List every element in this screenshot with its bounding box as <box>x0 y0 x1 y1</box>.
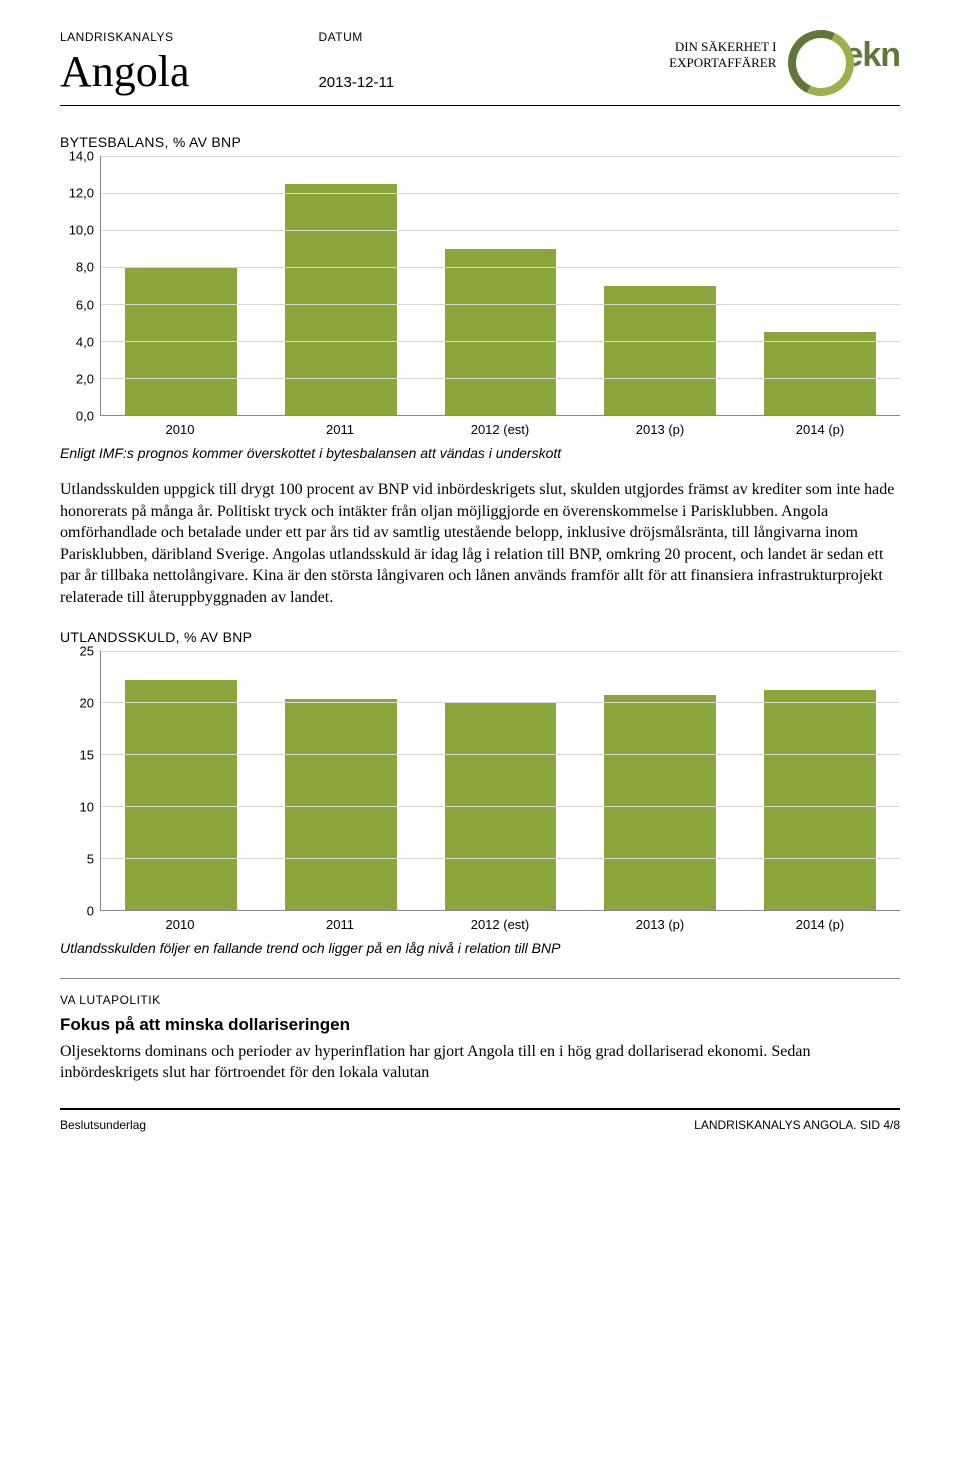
bar-slot <box>580 651 740 910</box>
y-tick-label: 4,0 <box>76 334 94 349</box>
y-tick-label: 15 <box>80 747 94 762</box>
gridline <box>101 230 900 231</box>
gridline <box>101 858 900 859</box>
gridline <box>101 754 900 755</box>
tagline-line1: DIN SÄKERHET I <box>669 39 776 55</box>
x-tick-label: 2011 <box>260 422 420 437</box>
chart1-caption: Enligt IMF:s prognos kommer överskottet … <box>60 445 900 461</box>
header-mid: DATUM 2013-12-11 <box>318 30 512 91</box>
chart2-y-labels: 0510152025 <box>60 651 100 911</box>
bar-slot <box>101 156 261 415</box>
tagline: DIN SÄKERHET I EXPORTAFFÄRER <box>669 39 776 70</box>
y-tick-label: 10,0 <box>69 223 94 238</box>
header-left: LANDRISKANALYS Angola <box>60 30 318 97</box>
date-label: DATUM <box>318 30 512 44</box>
x-tick-label: 2013 (p) <box>580 422 740 437</box>
section2-heading: Fokus på att minska dollariseringen <box>60 1015 900 1035</box>
date-value: 2013-12-11 <box>318 74 512 91</box>
chart1-x-labels: 201020112012 (est)2013 (p)2014 (p) <box>100 422 900 437</box>
x-tick-label: 2011 <box>260 917 420 932</box>
chart1-title: BYTESBALANS, % AV BNP <box>60 134 900 150</box>
x-tick-label: 2014 (p) <box>740 422 900 437</box>
y-tick-label: 8,0 <box>76 260 94 275</box>
x-tick-label: 2012 (est) <box>420 917 580 932</box>
section2-kicker: VA LUTAPOLITIK <box>60 993 900 1007</box>
gridline <box>101 651 900 652</box>
gridline <box>101 341 900 342</box>
gridline <box>101 806 900 807</box>
bar <box>445 249 557 416</box>
y-tick-label: 25 <box>80 643 94 658</box>
section-divider <box>60 978 900 979</box>
footer-left: Beslutsunderlag <box>60 1118 146 1132</box>
chart1: 0,02,04,06,08,010,012,014,0 201020112012… <box>60 156 900 437</box>
y-tick-label: 20 <box>80 695 94 710</box>
ekn-logo: ekn <box>788 30 900 80</box>
chart1-bars <box>101 156 900 415</box>
bar <box>125 680 237 910</box>
chart1-area <box>100 156 900 416</box>
country-title: Angola <box>60 46 318 97</box>
chart2: 0510152025 201020112012 (est)2013 (p)201… <box>60 651 900 932</box>
bar-slot <box>261 651 421 910</box>
y-tick-label: 0,0 <box>76 409 94 424</box>
gridline <box>101 156 900 157</box>
y-tick-label: 0 <box>87 903 94 918</box>
chart2-area <box>100 651 900 911</box>
bar <box>764 332 876 415</box>
bar <box>604 695 716 909</box>
bar <box>285 699 397 909</box>
y-tick-label: 10 <box>80 799 94 814</box>
y-tick-label: 5 <box>87 851 94 866</box>
bar <box>764 690 876 910</box>
chart1-y-labels: 0,02,04,06,08,010,012,014,0 <box>60 156 100 416</box>
gridline <box>101 267 900 268</box>
x-tick-label: 2013 (p) <box>580 917 740 932</box>
doc-type-label: LANDRISKANALYS <box>60 30 318 44</box>
y-tick-label: 12,0 <box>69 186 94 201</box>
footer-right: LANDRISKANALYS ANGOLA. SID 4/8 <box>694 1118 900 1132</box>
y-tick-label: 6,0 <box>76 297 94 312</box>
chart2-caption: Utlandsskulden följer en fallande trend … <box>60 940 900 956</box>
bar-slot <box>101 651 261 910</box>
section2-text: Oljesektorns dominans och perioder av hy… <box>60 1041 900 1084</box>
y-tick-label: 2,0 <box>76 371 94 386</box>
x-tick-label: 2010 <box>100 422 260 437</box>
gridline <box>101 378 900 379</box>
chart2-title: UTLANDSSKULD, % AV BNP <box>60 629 900 645</box>
bar-slot <box>261 156 421 415</box>
header-right: DIN SÄKERHET I EXPORTAFFÄRER ekn <box>512 30 900 80</box>
x-tick-label: 2010 <box>100 917 260 932</box>
paragraph-1: Utlandsskulden uppgick till drygt 100 pr… <box>60 479 900 609</box>
logo-swoosh-icon <box>788 30 838 80</box>
bar-slot <box>421 651 581 910</box>
tagline-line2: EXPORTAFFÄRER <box>669 55 776 71</box>
y-tick-label: 14,0 <box>69 149 94 164</box>
bar-slot <box>421 156 581 415</box>
gridline <box>101 304 900 305</box>
gridline <box>101 193 900 194</box>
bar <box>285 184 397 415</box>
bar-slot <box>740 156 900 415</box>
bar-slot <box>740 651 900 910</box>
x-tick-label: 2014 (p) <box>740 917 900 932</box>
chart2-x-labels: 201020112012 (est)2013 (p)2014 (p) <box>100 917 900 932</box>
chart2-bars <box>101 651 900 910</box>
page-header: LANDRISKANALYS Angola DATUM 2013-12-11 D… <box>60 30 900 106</box>
bar-slot <box>580 156 740 415</box>
gridline <box>101 702 900 703</box>
x-tick-label: 2012 (est) <box>420 422 580 437</box>
page-footer: Beslutsunderlag LANDRISKANALYS ANGOLA. S… <box>60 1108 900 1132</box>
